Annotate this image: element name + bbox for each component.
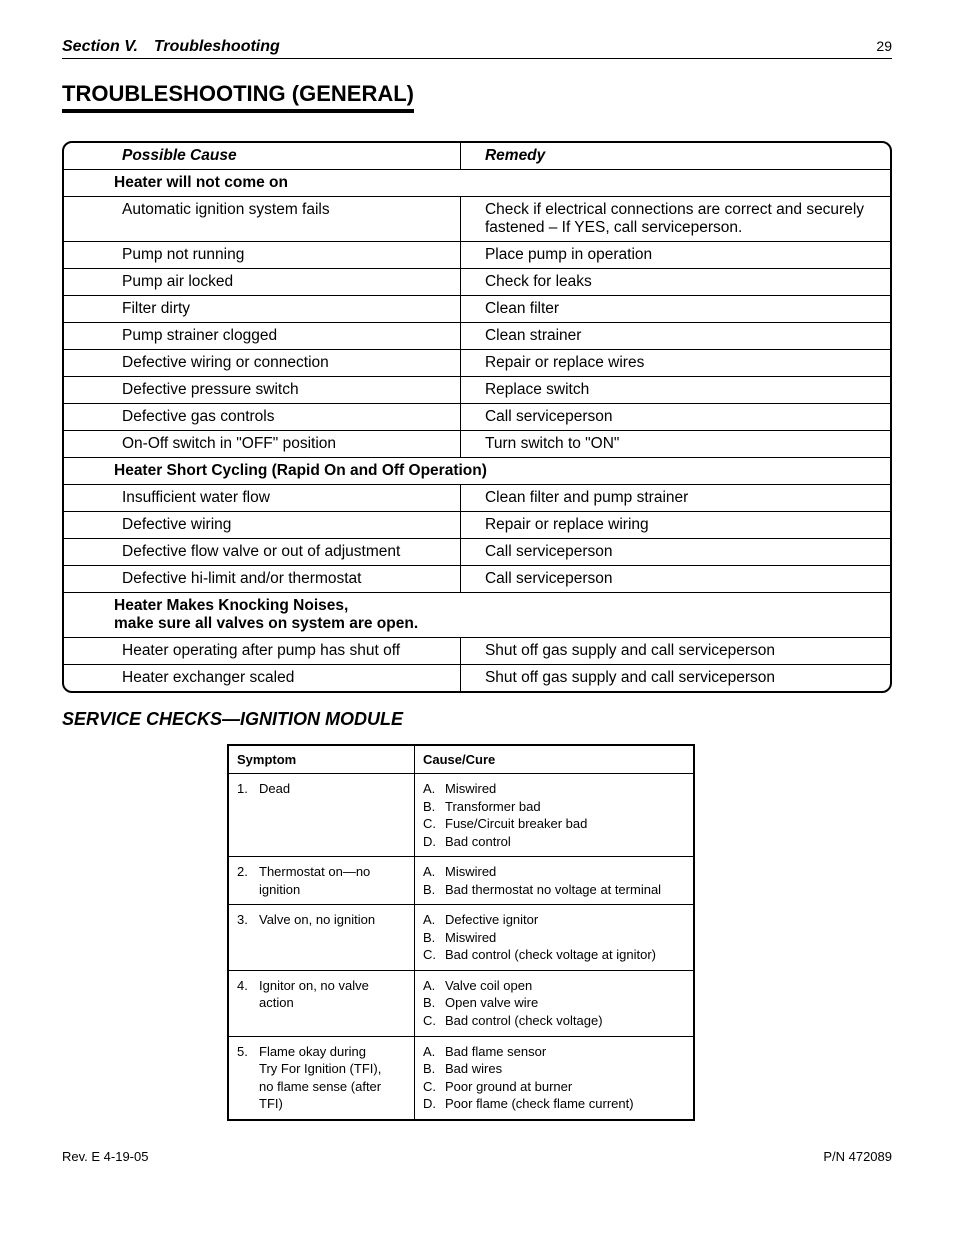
tbl1-col-remedy: Remedy [460,143,890,170]
tbl2-cause-cell: A.MiswiredB.Transformer badC.Fuse/Circui… [415,774,694,857]
tbl2-symptom-cell: 3.Valve on, no ignition [229,905,415,971]
tbl1-section-title: Heater will not come on [64,170,890,197]
page-header: Section V. Troubleshooting 29 [62,38,892,59]
tbl2-cause-cell: A.Bad flame sensorB.Bad wiresC.Poor grou… [415,1036,694,1119]
tbl1-cause-cell: On-Off switch in "OFF" position [64,431,460,458]
service-checks-table: Symptom Cause/Cure 1.DeadA.MiswiredB.Tra… [227,744,695,1121]
footer-pn: P/N 472089 [823,1149,892,1164]
tbl1-remedy-cell: Clean strainer [460,323,890,350]
tbl1-cause-cell: Defective wiring or connection [64,350,460,377]
tbl1-cause-cell: Insufficient water flow [64,485,460,512]
main-title-wrap: TROUBLESHOOTING (GENERAL) [62,81,892,141]
tbl1-cause-cell: Pump not running [64,242,460,269]
tbl2-symptom-cell: 1.Dead [229,774,415,857]
troubleshooting-table: Possible Cause Remedy Heater will not co… [62,141,892,693]
main-title: TROUBLESHOOTING (GENERAL) [62,81,414,113]
page-number: 29 [876,38,892,54]
tbl1-remedy-cell: Repair or replace wiring [460,512,890,539]
tbl1-cause-cell: Heater exchanger scaled [64,665,460,692]
tbl1-cause-cell: Defective wiring [64,512,460,539]
tbl1-cause-cell: Automatic ignition system fails [64,197,460,242]
tbl2-symptom-cell: 4.Ignitor on, no valve action [229,970,415,1036]
tbl1-remedy-cell: Call serviceperson [460,404,890,431]
tbl1-remedy-cell: Check for leaks [460,269,890,296]
tbl1-cause-cell: Filter dirty [64,296,460,323]
tbl1-remedy-cell: Replace switch [460,377,890,404]
tbl1-cause-cell: Defective pressure switch [64,377,460,404]
tbl1-remedy-cell: Call serviceperson [460,539,890,566]
tbl2-cause-cell: A.Defective ignitorB.MiswiredC.Bad contr… [415,905,694,971]
tbl1-section-title: Heater Makes Knocking Noises,make sure a… [64,593,890,638]
footer-rev: Rev. E 4-19-05 [62,1149,148,1164]
tbl1-remedy-cell: Repair or replace wires [460,350,890,377]
tbl1-cause-cell: Pump air locked [64,269,460,296]
tbl1-cause-cell: Defective hi-limit and/or thermostat [64,566,460,593]
tbl1-cause-cell: Defective gas controls [64,404,460,431]
tbl1-remedy-cell: Clean filter and pump strainer [460,485,890,512]
tbl1-cause-cell: Pump strainer clogged [64,323,460,350]
tbl1-remedy-cell: Check if electrical connections are corr… [460,197,890,242]
tbl1-col-cause: Possible Cause [64,143,460,170]
tbl1-remedy-cell: Place pump in operation [460,242,890,269]
service-checks-title: SERVICE CHECKS—IGNITION MODULE [62,709,892,730]
tbl1-remedy-cell: Shut off gas supply and call servicepers… [460,638,890,665]
tbl2-col-symptom: Symptom [229,746,415,774]
tbl1-section-title: Heater Short Cycling (Rapid On and Off O… [64,458,890,485]
tbl2-cause-cell: A.Valve coil openB.Open valve wireC.Bad … [415,970,694,1036]
tbl1-remedy-cell: Clean filter [460,296,890,323]
tbl1-cause-cell: Defective flow valve or out of adjustmen… [64,539,460,566]
tbl2-col-cause: Cause/Cure [415,746,694,774]
page-footer: Rev. E 4-19-05 P/N 472089 [62,1149,892,1164]
tbl1-remedy-cell: Turn switch to "ON" [460,431,890,458]
section-label: Section V. Troubleshooting [62,38,280,56]
tbl2-cause-cell: A.MiswiredB.Bad thermostat no voltage at… [415,857,694,905]
tbl2-symptom-cell: 5.Flame okay duringTry For Ignition (TFI… [229,1036,415,1119]
tbl1-remedy-cell: Call serviceperson [460,566,890,593]
tbl2-symptom-cell: 2.Thermostat on—no ignition [229,857,415,905]
tbl1-remedy-cell: Shut off gas supply and call servicepers… [460,665,890,692]
tbl1-cause-cell: Heater operating after pump has shut off [64,638,460,665]
